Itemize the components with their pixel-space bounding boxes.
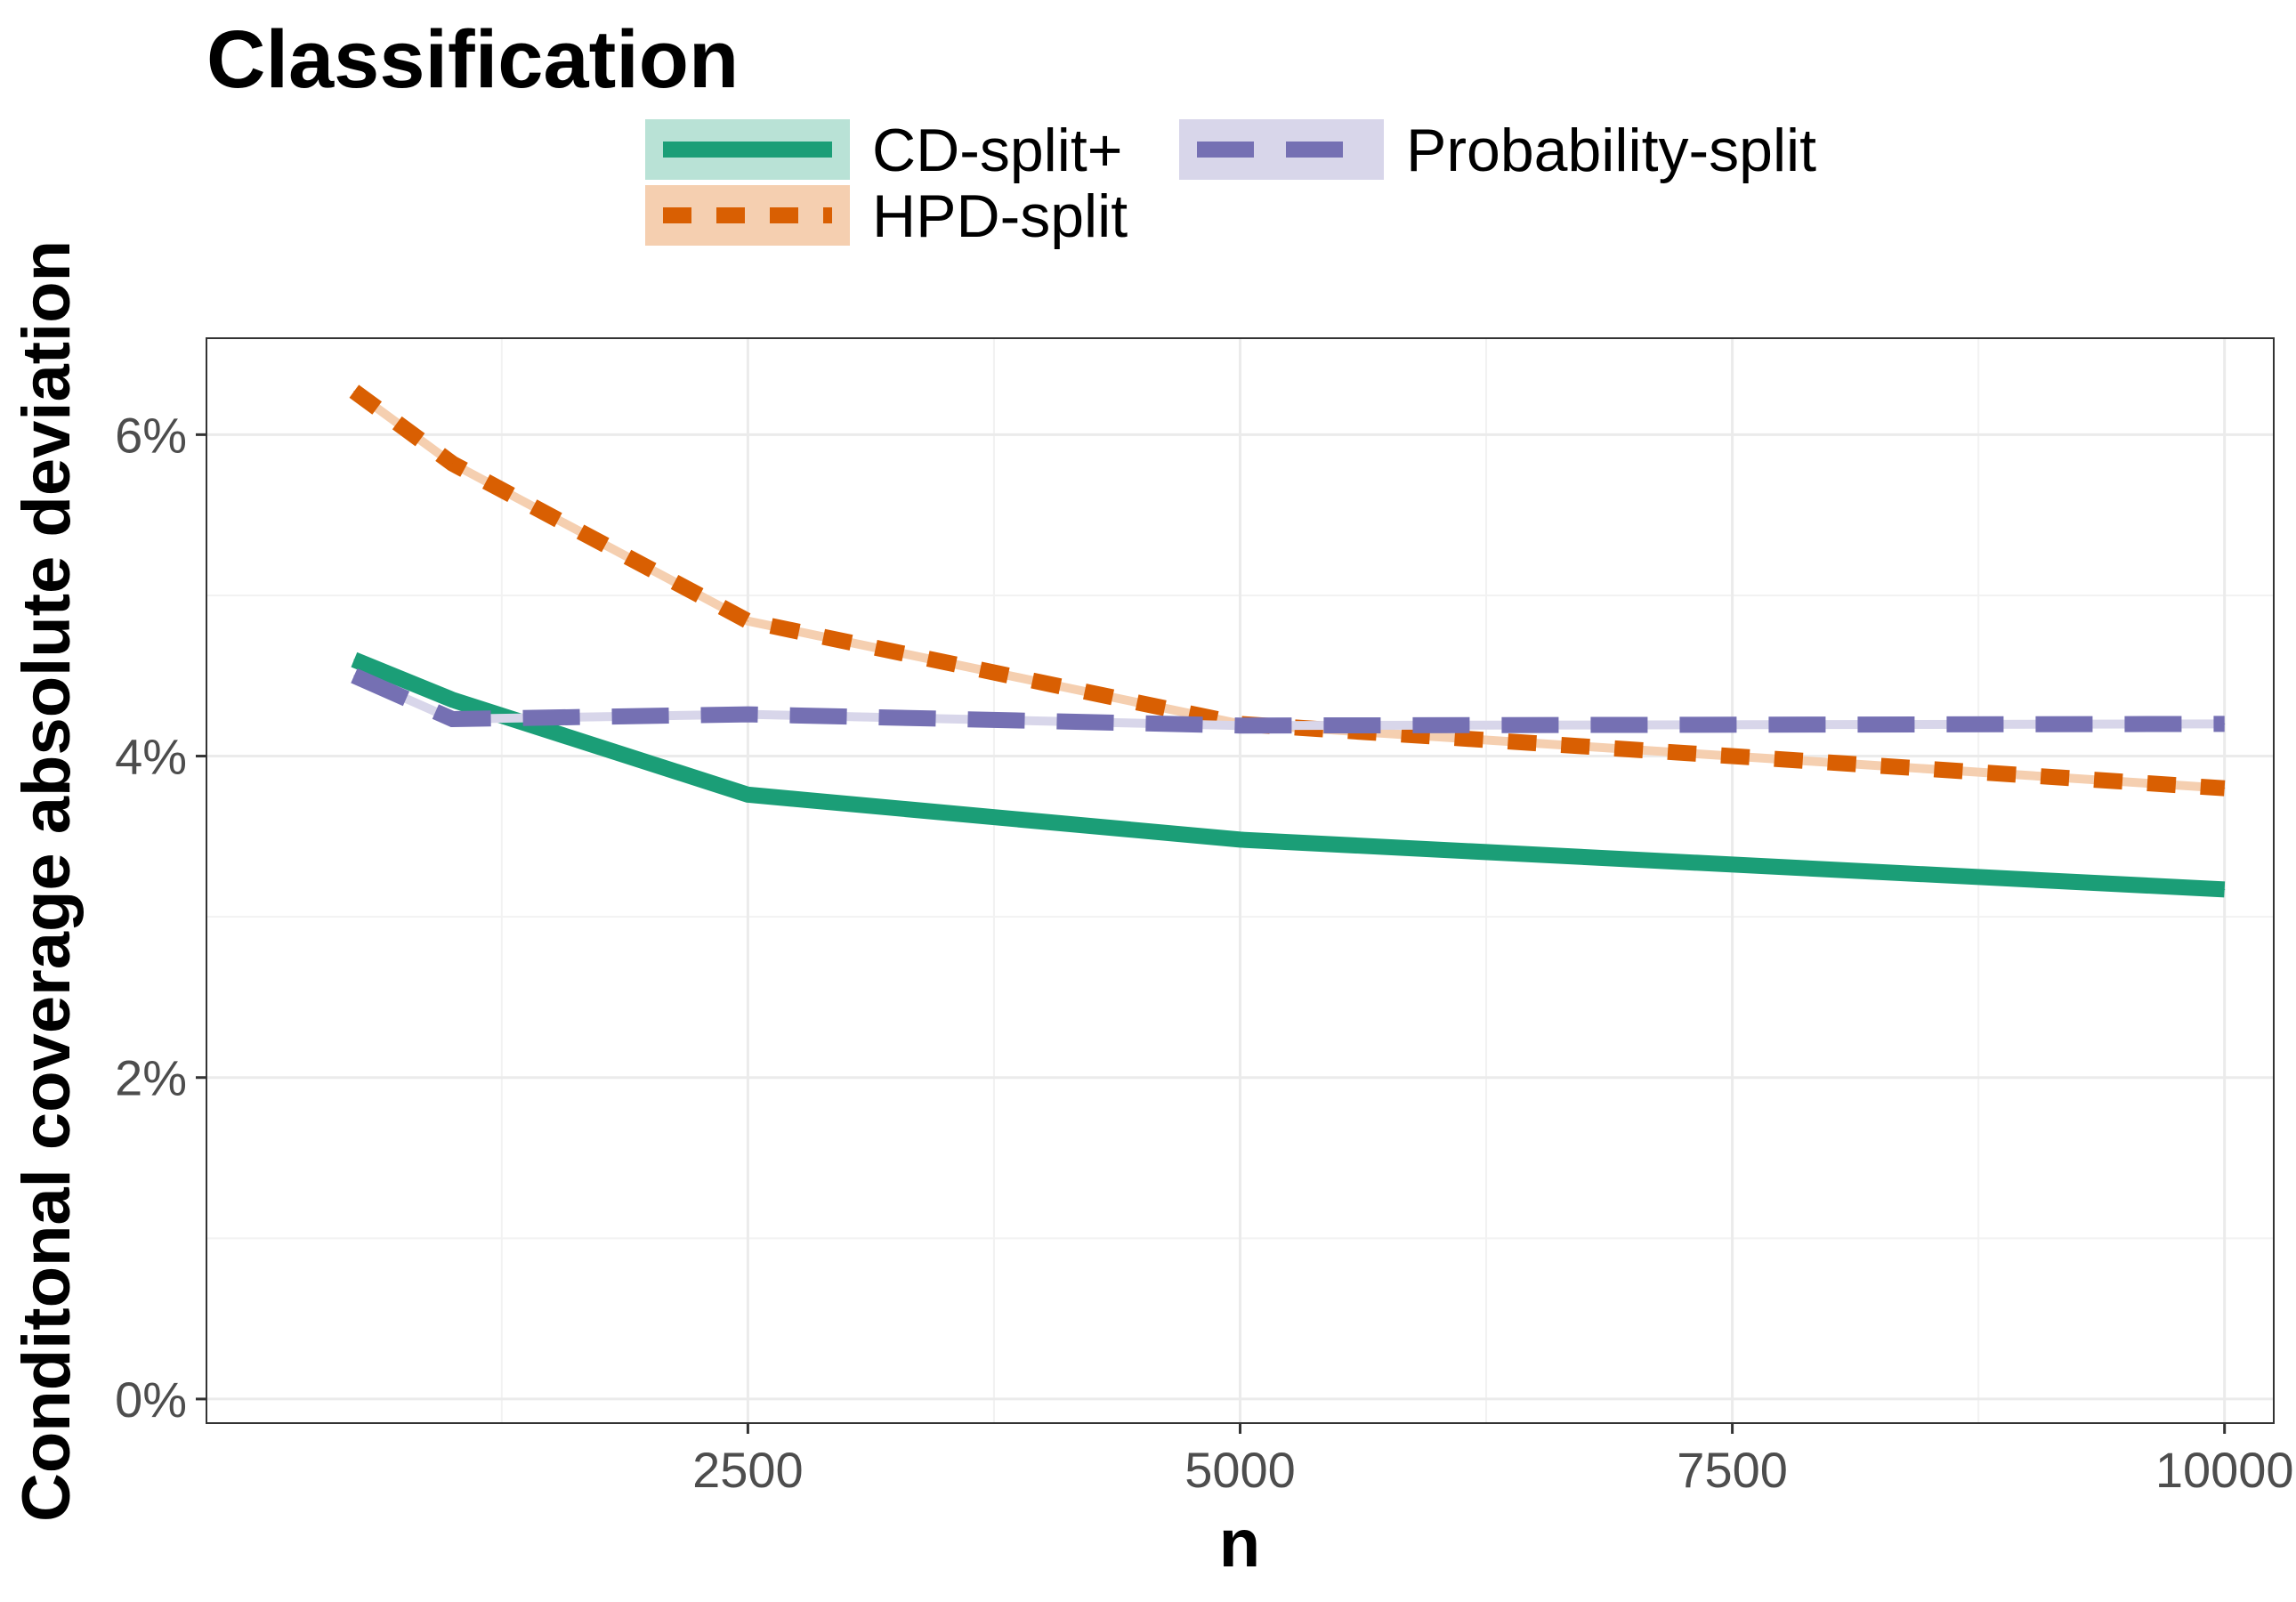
cd-split-point <box>353 659 355 660</box>
probability-split-point <box>1240 724 1241 726</box>
hpd-split-point <box>452 463 454 465</box>
y-axis-title: Conditonal coverage absolute deviation <box>9 240 85 1522</box>
y-tick-label: 6% <box>115 407 187 463</box>
hpd-split-line <box>349 384 2226 797</box>
legend-label-probability-split: Probability-split <box>1406 117 1816 184</box>
grid <box>206 338 2274 1423</box>
hpd-split-point <box>2224 788 2226 789</box>
cd-split-point <box>1240 838 1241 840</box>
ticks: 0% 2% 4% 6% 2500 5000 7500 10000 <box>115 407 2293 1498</box>
probability-split-point <box>452 718 454 720</box>
probability-split-line <box>351 668 2225 734</box>
x-tick-label: 7500 <box>1677 1442 1788 1498</box>
x-tick-label: 10000 <box>2155 1442 2294 1498</box>
legend: CD-split+HPD-split Probability-split <box>645 117 1816 250</box>
x-tick-label: 5000 <box>1184 1442 1296 1498</box>
hpd-split-point <box>353 391 355 392</box>
legend-label-hpd-split: HPD-split <box>872 182 1128 250</box>
chart-title: Classification <box>206 14 739 105</box>
y-tick-label: 4% <box>115 729 187 785</box>
legend-label-cd-split: CD-split+ <box>872 117 1123 184</box>
y-tick-label: 0% <box>115 1371 187 1428</box>
x-tick-label: 2500 <box>692 1442 804 1498</box>
series-lines <box>349 384 2226 898</box>
cd-split-point <box>2224 888 2226 890</box>
x-axis-title: n <box>1219 1506 1260 1582</box>
y-tick-label: 2% <box>115 1050 187 1106</box>
